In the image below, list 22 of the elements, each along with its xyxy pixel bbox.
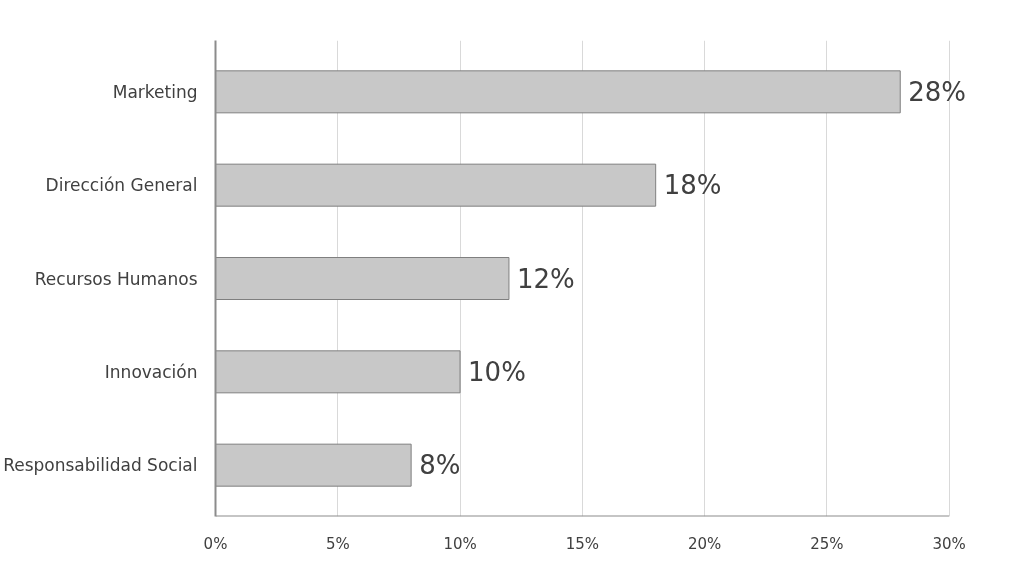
bar (215, 70, 901, 114)
x-tick-label: 30% (932, 534, 966, 553)
y-tick-label: Recursos Humanos (34, 268, 198, 289)
y-tick-label: Innovación (104, 361, 198, 382)
y-tick-label: Dirección General (45, 175, 198, 196)
data-label: 10% (468, 356, 526, 387)
bar (215, 350, 461, 394)
data-label: 12% (516, 263, 575, 294)
x-tick-label: 25% (810, 534, 844, 553)
x-tick-label: 5% (325, 534, 350, 553)
bar (215, 257, 510, 300)
y-tick-label: Responsabilidad Social (3, 455, 198, 476)
y-tick-label: Marketing (112, 81, 198, 102)
data-label: 18% (663, 170, 722, 201)
data-label: 28% (908, 76, 967, 107)
x-tick-label: 15% (565, 534, 599, 553)
data-label: 8% (419, 450, 461, 481)
bar (215, 163, 657, 207)
bar (215, 443, 412, 487)
x-tick-label: 10% (443, 534, 477, 553)
x-tick-label: 20% (687, 534, 722, 553)
x-tick-label: 0% (203, 534, 228, 553)
